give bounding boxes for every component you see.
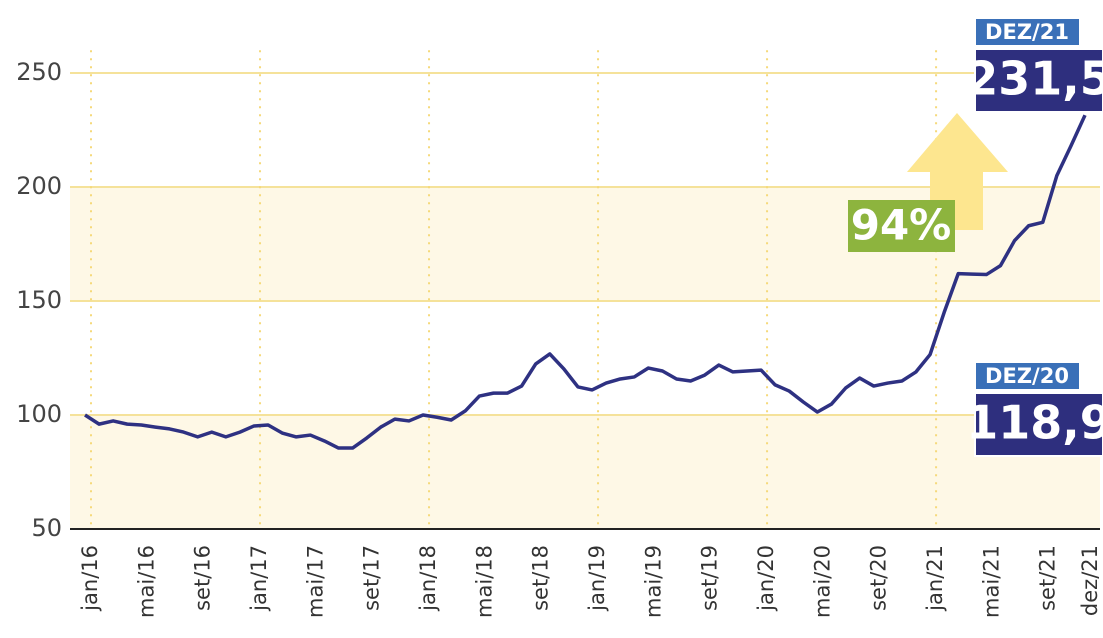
callout-value-box [974,392,1103,457]
x-tick-label: mai/20 [810,545,834,618]
x-tick-label: mai/19 [641,545,665,618]
x-tick-label: jan/17 [247,545,271,612]
callout-date: DEZ/20 [985,364,1069,388]
x-tick-label: set/16 [191,545,215,611]
change-label: 94% [851,201,952,250]
x-tick-label: set/20 [867,545,891,611]
x-tick-label: dez/21 [1078,545,1102,616]
callout-date-box [974,17,1081,47]
x-tick-label: jan/16 [78,545,102,612]
x-tick-label: jan/21 [923,545,947,612]
y-tick-label: 250 [16,58,62,86]
background [70,50,1100,530]
x-tick-label: mai/18 [472,545,496,618]
y-tick-label: 150 [16,286,62,314]
callout-value: 231,5 [966,52,1103,106]
callout-date: DEZ/21 [985,20,1069,44]
x-tick-label: set/19 [698,545,722,611]
band [70,415,1100,529]
x-tick-label: jan/20 [754,545,778,612]
x-tick-label: jan/19 [585,545,609,612]
y-tick-label: 100 [16,400,62,428]
change-box [848,200,955,252]
callout-value: 118,9 [966,396,1103,450]
x-tick-label: jan/18 [416,545,440,612]
callout-date-box [974,361,1081,391]
y-tick-label: 200 [16,172,62,200]
line [84,114,1087,450]
x-tick-label: mai/16 [134,545,158,618]
x-tick-label: set/21 [1036,545,1060,611]
callout-value-box [974,48,1103,113]
x-tick-label: set/18 [529,545,553,611]
y-tick-label: 50 [31,514,62,542]
x-tick-label: mai/17 [303,545,327,618]
x-tick-label: set/17 [360,545,384,611]
x-tick-label: mai/21 [979,545,1003,618]
